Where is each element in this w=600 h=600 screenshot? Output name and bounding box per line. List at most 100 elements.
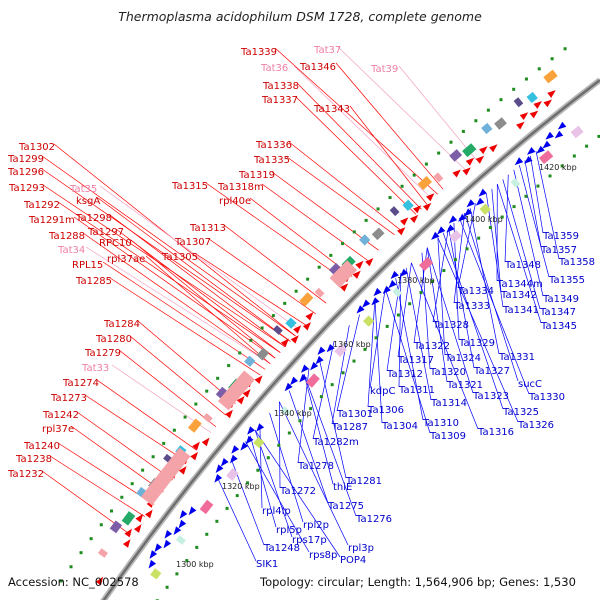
forward-gene-arrow	[529, 110, 539, 119]
rna-band	[219, 395, 234, 408]
scale-label: 1340 kbp	[274, 409, 312, 418]
gene-label: RPL15	[72, 260, 103, 271]
reverse-gene-arrow	[390, 270, 399, 280]
gc-tick	[374, 336, 378, 340]
rna-band	[235, 377, 249, 390]
label-connector	[41, 168, 291, 342]
gene-label: Ta1292	[23, 200, 60, 211]
forward-gene-arrow	[133, 524, 142, 533]
reverse-gene-arrow	[299, 373, 308, 383]
forward-gene-arrow	[302, 322, 311, 331]
gene-feature-block	[433, 172, 444, 183]
gene-label: Ta1311	[398, 385, 435, 396]
gene-feature-block	[402, 199, 414, 211]
gc-tick	[260, 326, 264, 330]
gene-label: ksgA	[76, 196, 100, 207]
gene-label: Ta1305	[161, 252, 198, 263]
reverse-gene-arrow	[388, 280, 397, 289]
gc-tick	[500, 215, 504, 219]
label-connector	[288, 141, 401, 230]
gc-tick	[59, 579, 63, 583]
gene-label: Ta1275	[327, 501, 364, 512]
label-connector	[245, 441, 310, 553]
forward-gene-arrow	[519, 112, 529, 121]
gene-feature-block	[109, 520, 123, 534]
label-connector	[530, 155, 544, 234]
reverse-gene-arrow	[554, 130, 564, 139]
rna-band	[223, 391, 238, 404]
reverse-gene-arrow	[256, 423, 265, 432]
gene-label: Ta1320	[429, 367, 466, 378]
rna-band	[154, 476, 168, 489]
rna-band	[331, 273, 345, 286]
gc-tick	[412, 173, 416, 177]
reverse-gene-arrow	[524, 155, 533, 164]
rna-band	[237, 375, 251, 388]
label-connector	[109, 277, 261, 376]
gene-label: Ta1330	[528, 392, 565, 403]
gc-tick	[419, 291, 423, 295]
forward-gene-arrow	[122, 539, 131, 548]
gene-label: rpl5p	[276, 525, 302, 536]
gene-label: Ta1355	[548, 275, 585, 286]
reverse-gene-arrow	[382, 285, 391, 294]
gc-tick	[437, 151, 441, 155]
gene-label: Ta1304	[381, 421, 418, 432]
label-connector	[297, 368, 310, 464]
gene-feature-block	[389, 206, 400, 217]
label-connector	[130, 239, 276, 359]
gene-label: Ta1238	[15, 454, 52, 465]
gene-feature-block	[359, 234, 371, 246]
gc-tick	[585, 144, 589, 148]
forward-gene-arrow	[543, 99, 553, 108]
rna-band	[229, 384, 243, 397]
gc-tick	[424, 162, 428, 166]
gene-feature-block	[481, 122, 493, 135]
gene-label: Ta1333	[453, 301, 490, 312]
reverse-gene-arrow	[179, 510, 188, 519]
rna-band	[239, 372, 253, 385]
forward-gene-arrow	[462, 167, 471, 176]
forward-gene-arrow	[465, 157, 475, 166]
rna-band	[233, 379, 247, 392]
rna-band	[221, 393, 236, 406]
forward-gene-arrow	[305, 312, 314, 321]
reverse-gene-arrow	[163, 539, 172, 549]
gene-label: Tat37	[313, 45, 341, 56]
gene-label: Ta1232	[7, 469, 44, 480]
gene-feature-block	[334, 344, 347, 357]
gc-tick	[99, 523, 103, 527]
gene-feature-block	[419, 256, 434, 272]
reverse-gene-arrow	[458, 213, 467, 222]
rna-band	[157, 471, 172, 484]
gene-feature-block	[449, 149, 463, 162]
gc-tick	[194, 402, 198, 406]
label-connector	[82, 232, 271, 365]
reverse-gene-arrow	[178, 519, 187, 529]
gc-tick	[120, 495, 124, 499]
label-connector	[457, 203, 476, 289]
rna-band	[140, 493, 155, 506]
gc-tick	[287, 431, 291, 435]
label-connector	[286, 156, 395, 235]
gene-label: RPC10	[99, 238, 132, 249]
gene-feature-block	[299, 292, 314, 307]
scale-label: 1400 kbp	[465, 215, 503, 224]
label-connector	[288, 390, 329, 504]
forward-gene-arrow	[293, 325, 302, 334]
inner-gene-labels: Ta1359 Ta1357 Ta1348 Ta1358 Ta1355 Ta133…	[256, 231, 595, 570]
label-connector	[109, 214, 286, 348]
gene-feature-block	[175, 535, 186, 545]
gene-label: Ta1329	[458, 338, 495, 349]
gene-label: Ta1287	[331, 422, 368, 433]
label-connector	[384, 288, 431, 434]
gc-tick	[461, 129, 465, 133]
gene-feature-block	[187, 418, 202, 433]
rna-band	[225, 388, 240, 401]
gc-tick	[225, 506, 229, 510]
gene-label: Ta1323	[472, 391, 509, 402]
reverse-gene-arrow	[245, 435, 254, 445]
gene-feature-block	[543, 69, 558, 84]
reverse-gene-arrow	[215, 464, 224, 473]
rna-band	[329, 275, 343, 288]
